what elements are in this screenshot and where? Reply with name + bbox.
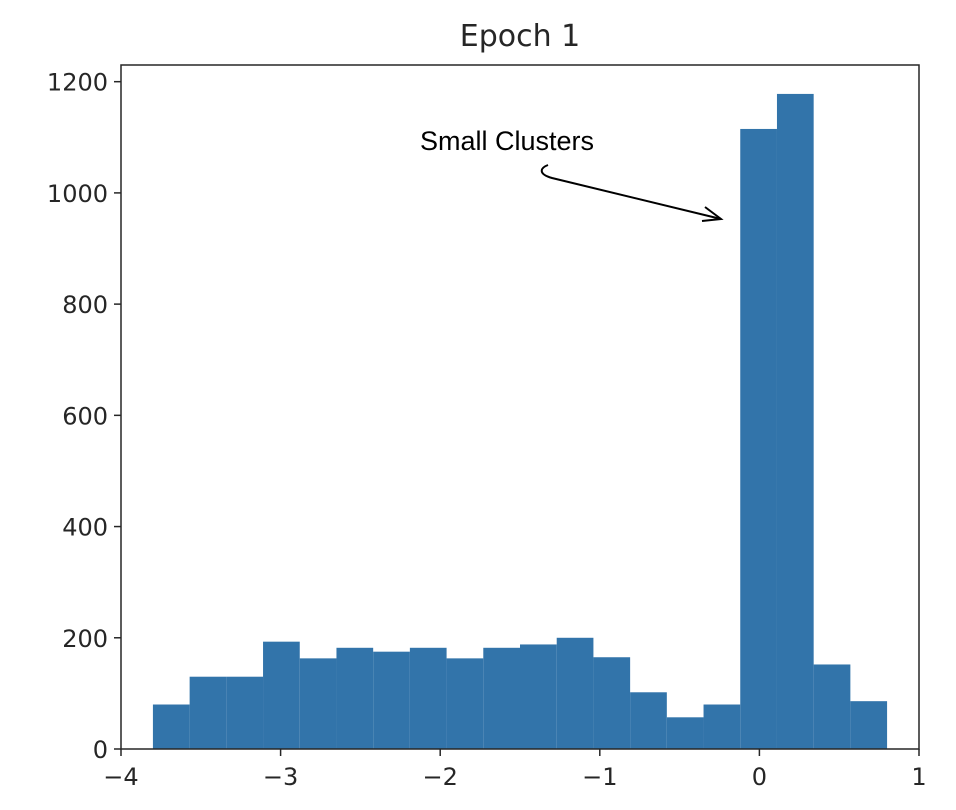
- annotation-arrowhead: [701, 206, 724, 222]
- x-tick-label: −3: [263, 763, 298, 791]
- histogram-bar: [483, 647, 520, 749]
- x-tick-label: −1: [582, 763, 617, 791]
- histogram-bar: [593, 657, 631, 749]
- histogram-bar: [740, 128, 777, 749]
- annotation: Small Clusters: [420, 126, 724, 222]
- histogram-bar: [630, 692, 667, 749]
- histogram-bar: [703, 704, 741, 749]
- y-axis: 0 200 400 600 800 1000 1200: [47, 69, 121, 764]
- histogram-bar: [299, 658, 337, 749]
- histogram-bar: [263, 641, 300, 749]
- histogram-bar: [556, 637, 594, 749]
- histogram-bar: [336, 647, 374, 749]
- chart-title: Epoch 1: [460, 19, 580, 54]
- x-axis: −4 −3 −2 −1 0 1: [103, 749, 927, 791]
- histogram-bar: [409, 647, 447, 749]
- y-tick-label: 200: [62, 625, 108, 653]
- y-tick-label: 600: [62, 402, 108, 430]
- y-tick-label: 800: [62, 291, 108, 319]
- histogram-bar: [152, 704, 190, 749]
- y-tick-label: 0: [93, 736, 108, 764]
- histogram-bar: [850, 701, 888, 749]
- histogram-bars: [152, 93, 888, 750]
- histogram-bar: [666, 717, 704, 749]
- y-tick-label: 1000: [47, 180, 108, 208]
- annotation-arrow: [540, 164, 722, 220]
- annotation-label: Small Clusters: [420, 126, 594, 156]
- histogram-bar: [226, 676, 264, 749]
- histogram-bar: [189, 676, 227, 749]
- y-tick-label: 400: [62, 514, 108, 542]
- y-tick-label: 1200: [47, 69, 108, 97]
- x-tick-label: 0: [752, 763, 767, 791]
- histogram-bar: [446, 658, 484, 749]
- plot-frame: [120, 64, 920, 750]
- histogram-bar: [520, 644, 557, 749]
- x-tick-label: −4: [103, 763, 138, 791]
- histogram-bar: [813, 664, 851, 749]
- histogram-bar: [373, 651, 410, 749]
- x-tick-label: 1: [911, 763, 926, 791]
- histogram-bar: [776, 93, 814, 750]
- x-tick-label: −2: [423, 763, 458, 791]
